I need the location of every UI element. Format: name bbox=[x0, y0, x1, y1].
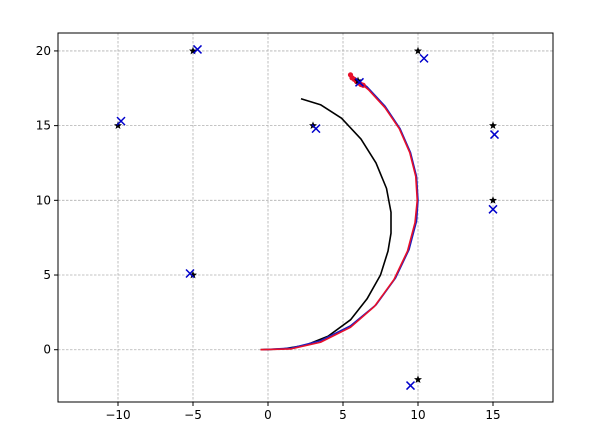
x-marker-stroke bbox=[192, 44, 203, 54]
x-marker-stroke bbox=[489, 130, 500, 140]
y-tick-label: 15 bbox=[36, 119, 51, 133]
x-marker-stroke bbox=[354, 77, 365, 87]
x-tick-label: −5 bbox=[184, 408, 202, 422]
x-tick-label: 0 bbox=[264, 408, 272, 422]
x-marker-stroke bbox=[185, 268, 195, 279]
x-marker bbox=[185, 268, 195, 279]
x-marker bbox=[419, 53, 429, 63]
plot-frame bbox=[57, 32, 554, 403]
y-tick-label: 20 bbox=[36, 44, 51, 58]
series-layer bbox=[114, 44, 500, 391]
star-marker bbox=[414, 46, 422, 55]
star-marker bbox=[489, 121, 497, 130]
x-marker bbox=[405, 381, 416, 391]
x-marker-stroke bbox=[419, 53, 429, 63]
blue-trajectory-line bbox=[263, 74, 419, 351]
x-marker-stroke bbox=[116, 116, 126, 126]
x-tick-label: 5 bbox=[339, 408, 347, 422]
x-marker bbox=[354, 77, 365, 87]
red-trajectory-line bbox=[260, 72, 419, 351]
star-marker bbox=[114, 121, 122, 130]
y-tick-label: 5 bbox=[43, 268, 51, 282]
grid bbox=[58, 33, 553, 402]
x-tick-label: 10 bbox=[410, 408, 425, 422]
star-marker bbox=[189, 270, 197, 279]
x-marker bbox=[489, 130, 500, 140]
x-marker bbox=[488, 204, 498, 214]
x-marker-stroke bbox=[311, 124, 321, 134]
x-marker-stroke bbox=[405, 381, 416, 391]
x-marker-stroke bbox=[488, 204, 498, 214]
x-marker bbox=[311, 124, 321, 134]
y-tick-label: 10 bbox=[36, 193, 51, 207]
star-marker bbox=[489, 196, 497, 204]
x-marker bbox=[116, 116, 126, 126]
x-marker bbox=[192, 44, 203, 54]
y-tick-label: 0 bbox=[43, 343, 51, 357]
x-tick-label: 15 bbox=[485, 408, 500, 422]
black-trajectory-line bbox=[260, 97, 392, 351]
ticks: −10 −5 0 5 10 15 0 5 10 15 20 bbox=[36, 44, 501, 422]
star-marker bbox=[189, 46, 197, 55]
star-marker bbox=[414, 375, 422, 383]
x-tick-label: −10 bbox=[105, 408, 130, 422]
